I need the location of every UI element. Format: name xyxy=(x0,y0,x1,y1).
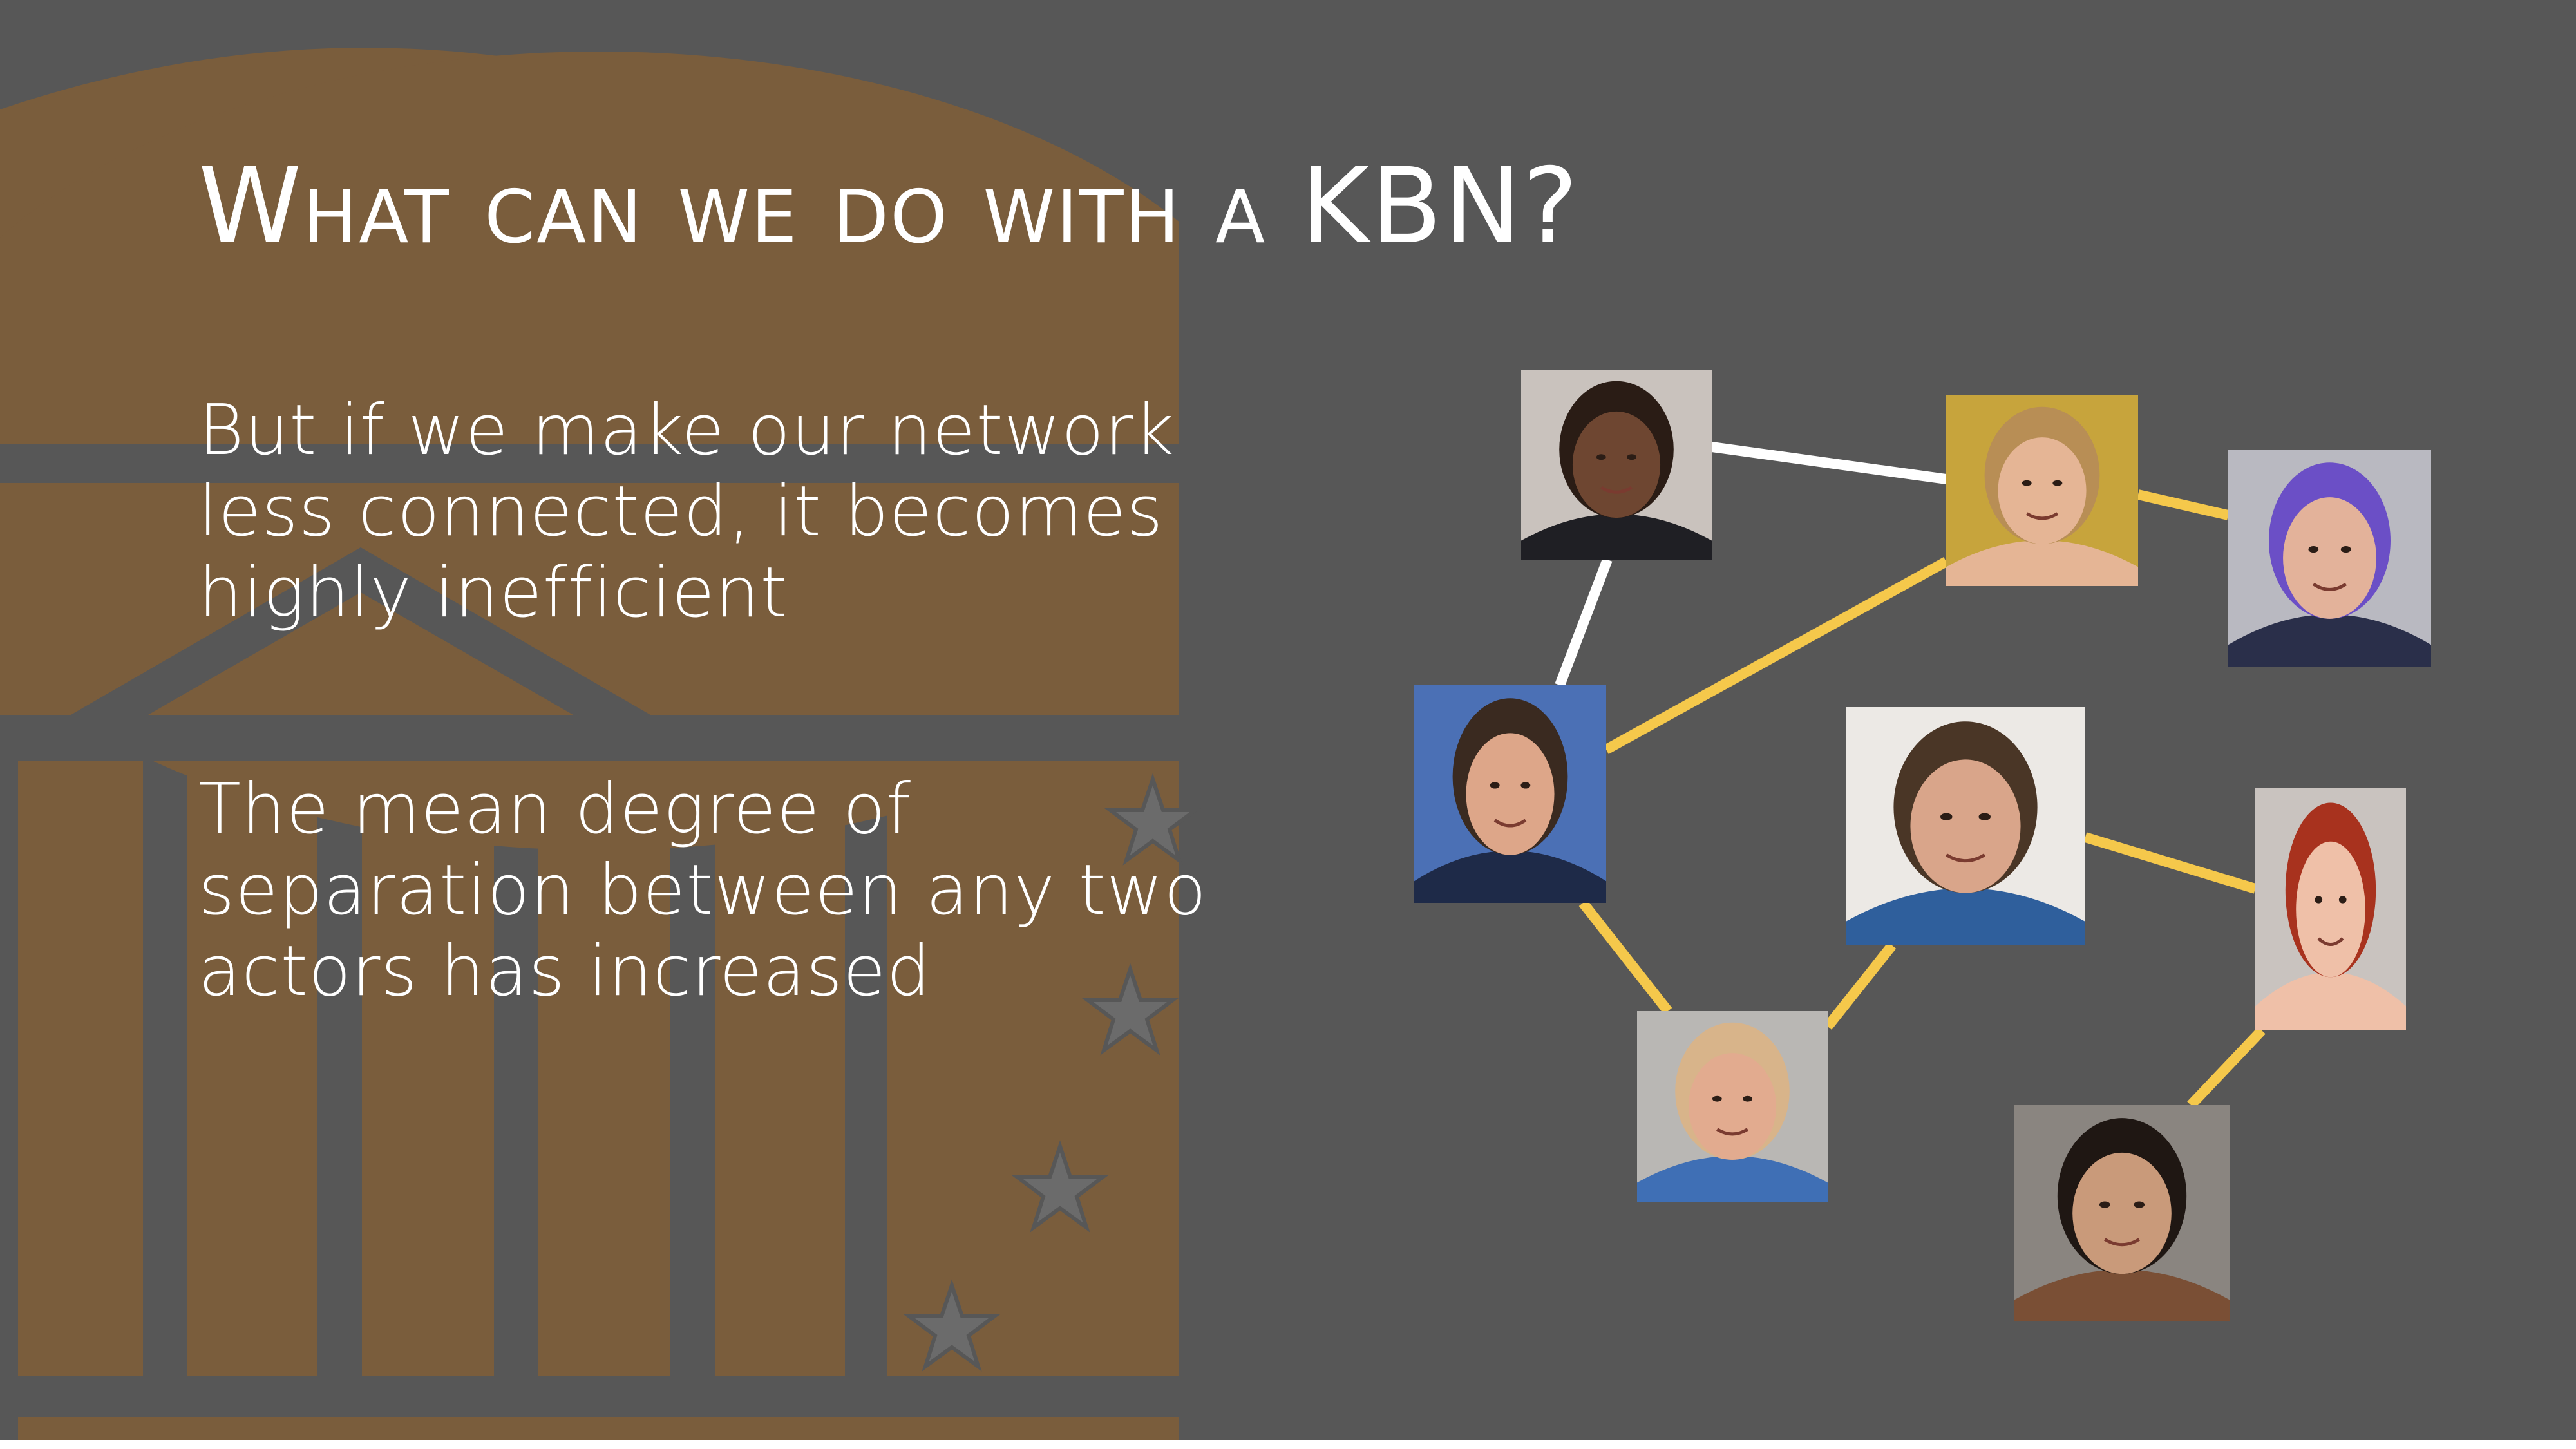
network-edge-gold xyxy=(2187,1027,2266,1109)
network-edge-gold xyxy=(2083,832,2257,894)
portrait-bald-man-blue-shirt-icon xyxy=(1637,1011,1828,1202)
network-edge-white xyxy=(1555,558,1613,687)
paragraph-line: But if we make our network xyxy=(198,390,1175,471)
column xyxy=(715,761,845,1376)
dome-band xyxy=(0,444,1179,483)
bottom-border xyxy=(0,1440,2576,1449)
column xyxy=(538,761,670,1376)
portrait-red-hair-woman-icon xyxy=(2255,788,2406,1030)
portrait-dark-hair-man-suit-icon xyxy=(1414,685,1606,903)
star-icon xyxy=(1082,963,1179,1056)
column xyxy=(887,761,1179,1376)
column xyxy=(187,761,317,1376)
column xyxy=(362,761,494,1376)
network-edge-gold xyxy=(1823,942,1897,1030)
star-icon xyxy=(1104,773,1201,866)
paragraph-line: actors has increased xyxy=(198,931,931,1012)
body-paragraph: But if we make our network less connecte… xyxy=(198,390,1175,634)
portrait-man-denim-shirt-icon xyxy=(1846,707,2085,945)
portrait-blonde-woman-icon xyxy=(1946,395,2138,586)
network-edge-gold xyxy=(2137,489,2230,520)
network-edge-gold xyxy=(1604,556,1949,755)
portrait-man-purple-bandana-icon xyxy=(2228,450,2431,667)
slide-title: What can we do with a KBN? xyxy=(198,146,1580,267)
portrait-bald-man-suit-icon xyxy=(1521,370,1712,560)
star-icon xyxy=(904,1279,1000,1372)
star-icon xyxy=(1012,1140,1108,1233)
network-edge-white xyxy=(1710,442,1947,484)
architrave-gap xyxy=(0,715,1179,761)
network-edge-gold xyxy=(1578,900,1672,1014)
paragraph-line: The mean degree of xyxy=(198,769,911,849)
pediment-inner xyxy=(148,592,573,715)
portrait-curly-hair-woman-icon xyxy=(2014,1105,2230,1321)
paragraph-line: highly inefficient xyxy=(198,553,788,633)
paragraph-line: separation between any two xyxy=(198,850,1208,931)
paragraph-line: less connected, it becomes xyxy=(198,471,1164,552)
body-paragraph: The mean degree of separation between an… xyxy=(198,769,1207,1012)
column xyxy=(18,761,143,1376)
